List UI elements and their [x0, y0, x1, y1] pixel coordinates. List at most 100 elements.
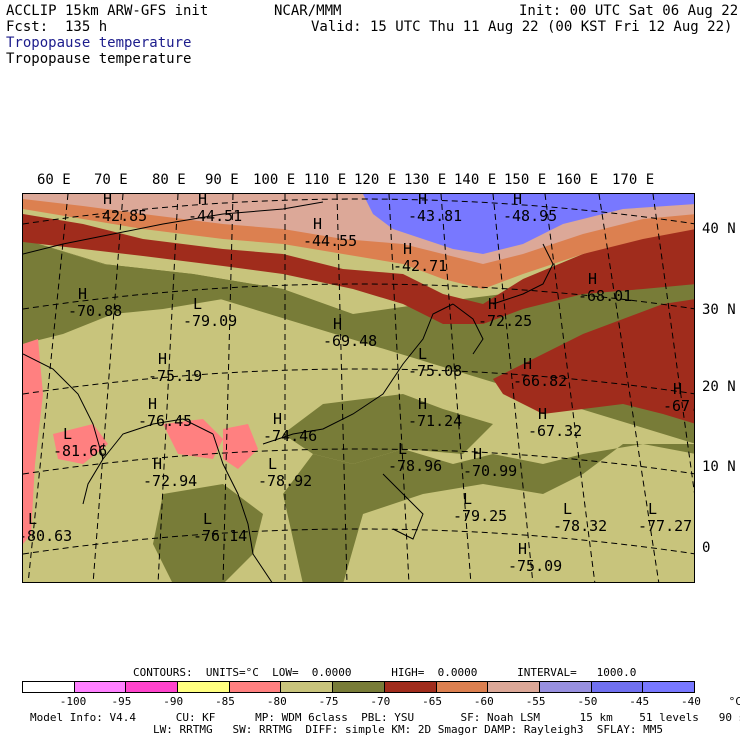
border-north	[23, 201, 324, 255]
center-value: -43.81	[408, 207, 462, 225]
colorbar-swatch	[488, 682, 540, 692]
lon-label: 110 E	[304, 172, 347, 188]
lon-line	[440, 194, 472, 582]
center-name: NCAR/MMM	[274, 3, 342, 19]
blue-band	[363, 194, 694, 254]
field-title-1: Tropopause temperature	[6, 35, 192, 51]
center-letter: L	[63, 425, 72, 443]
forecast-hour: Fcst: 135 h	[6, 19, 108, 35]
colorbar-swatch	[281, 682, 334, 692]
olive-band-west	[23, 239, 353, 344]
colorbar-label: -90	[163, 695, 184, 708]
colorbar-label: -65	[422, 695, 443, 708]
salmon-pocket-india	[53, 424, 108, 464]
lon-line	[652, 194, 694, 494]
lon-label: 70 E	[94, 172, 128, 188]
colorbar-swatch	[178, 682, 230, 692]
lon-label: 150 E	[504, 172, 547, 188]
center-value: -79.09	[183, 312, 237, 330]
lon-line	[222, 194, 234, 582]
center-letter: H	[313, 215, 322, 233]
center-value: -76.45	[138, 412, 192, 430]
center-letter: L	[563, 500, 572, 518]
center-value: -42.85	[93, 207, 147, 225]
lon-label: 140 E	[454, 172, 497, 188]
center-value: -70.99	[463, 462, 517, 480]
colorbar-swatch	[23, 682, 75, 692]
center-letter: H	[148, 395, 157, 413]
coastlines	[23, 201, 554, 582]
center-letter: H	[518, 540, 527, 558]
colorbar-label: -100	[59, 695, 87, 708]
lon-line	[544, 194, 596, 582]
center-value: -72.94	[143, 472, 197, 490]
center-value: -67.32	[528, 422, 582, 440]
coastline-korea	[452, 303, 484, 355]
init-time: Init: 00 UTC Sat 06 Aug 22	[519, 3, 739, 19]
colorbar-swatch	[384, 682, 437, 692]
colorbar-swatch	[126, 682, 179, 692]
center-value: -69.48	[323, 332, 377, 350]
center-value: -74.46	[263, 427, 317, 445]
center-letter: H	[418, 194, 427, 208]
center-value: -78.92	[258, 472, 312, 490]
red-band	[23, 214, 694, 324]
center-letter: H	[153, 455, 162, 473]
lon-label: 130 E	[404, 172, 447, 188]
colorbar-swatch	[436, 682, 489, 692]
center-letter: L	[418, 345, 427, 363]
lon-line	[388, 194, 410, 582]
center-value: -44.51	[188, 207, 242, 225]
map-panel: H -42.85 H -44.51 H -44.55 H -43.81 H -48.95 H -42.…	[22, 193, 695, 583]
center-value: -79.25	[453, 507, 507, 525]
coastline-bay	[102, 418, 214, 460]
valid-time: Valid: 15 UTC Thu 11 Aug 22 (00 KST Fri …	[311, 19, 733, 35]
center-letter: H	[273, 410, 282, 428]
center-value: -75.08	[408, 362, 462, 380]
center-letter: H	[158, 350, 167, 368]
lat-label: 20 N	[702, 379, 736, 395]
coastline-china	[262, 303, 454, 445]
colorbar-swatch	[74, 682, 127, 692]
lat-label: 10 N	[702, 459, 736, 475]
colorbar-label: -45	[629, 695, 650, 708]
center-value: -72.25	[478, 312, 532, 330]
olive-band	[23, 239, 694, 582]
center-letter: H	[198, 194, 207, 208]
colorbar-label: -80	[266, 695, 287, 708]
lon-label: 80 E	[152, 172, 186, 188]
center-value: -71.24	[408, 412, 462, 430]
center-value: -75.19	[148, 367, 202, 385]
lon-label: 120 E	[354, 172, 397, 188]
field-title-2: Tropopause temperature	[6, 51, 192, 67]
lon-line	[92, 194, 124, 582]
coastline-japan	[492, 243, 554, 305]
tropopause-temperature-map: H-42.85H-44.51 H-44.55H-43.81H-48.95H-42.…	[23, 194, 694, 582]
center-letter: H	[588, 270, 597, 288]
lon-line	[27, 194, 69, 582]
lon-line	[157, 194, 179, 582]
salmon-pocket-east	[223, 424, 258, 469]
center-letter: H	[473, 445, 482, 463]
colorbar-label: -60	[473, 695, 494, 708]
coastline-peninsula	[212, 433, 273, 582]
center-value: -81.66	[53, 442, 107, 460]
center-letter: H	[488, 295, 497, 313]
center-value: -75.09	[508, 557, 562, 575]
center-letter: L	[398, 440, 407, 458]
coastline-philippines	[382, 473, 424, 540]
salmon-pocket-west	[23, 339, 43, 544]
center-value: -42.71	[393, 257, 447, 275]
center-letter: L	[203, 510, 212, 528]
colorbar-swatch	[591, 682, 644, 692]
olive-band-sea	[283, 394, 493, 464]
colorbar-swatch	[539, 682, 592, 692]
center-letter: H	[403, 240, 412, 258]
center-letter: H	[78, 285, 87, 303]
center-letter: L	[648, 500, 657, 518]
center-letter: H	[523, 355, 532, 373]
coastline-india	[23, 353, 104, 505]
lon-label: 100 E	[253, 172, 296, 188]
colorbar-label: -85	[215, 695, 235, 708]
colorbar-label: -40	[681, 695, 701, 708]
